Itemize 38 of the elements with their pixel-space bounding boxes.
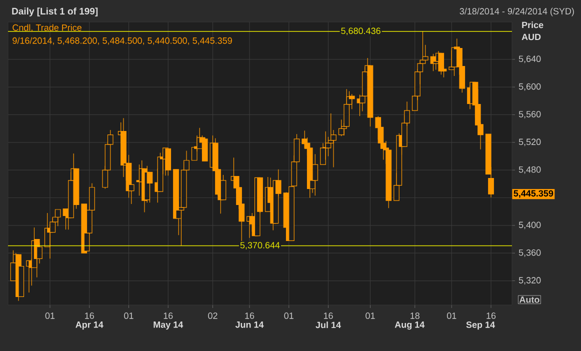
candlestick bbox=[348, 94, 355, 110]
candlestick bbox=[54, 209, 61, 226]
x-tick-label: 01 bbox=[446, 312, 456, 319]
x2-tick-label: Apr 14 bbox=[76, 322, 104, 330]
x-tick-label: 16 bbox=[245, 312, 254, 319]
annotation: Cndl, Trade Price bbox=[12, 24, 82, 32]
x2-tick-label: Jul 14 bbox=[316, 322, 341, 328]
y-tick-label: 5,520 bbox=[518, 138, 541, 146]
y-tick-label: 5,400 bbox=[518, 222, 541, 230]
x-tick-label: 01 bbox=[124, 312, 134, 319]
x-tick-label: 01 bbox=[366, 312, 375, 319]
annotation: 5,445.359 bbox=[514, 190, 554, 198]
annotation: 9/16/2014, 5,468.200, 5,484.500, 5,440.500, 5,445.359 bbox=[12, 37, 232, 45]
x-tick-label: 01 bbox=[45, 312, 55, 319]
y-tick-label: 5,560 bbox=[518, 110, 541, 118]
text: Auto bbox=[519, 296, 540, 303]
chart-title: Daily [List 1 of 199] bbox=[12, 8, 98, 16]
x2-tick-label: Jun 14 bbox=[235, 322, 264, 328]
y-axis-title: Price AUD bbox=[522, 22, 544, 40]
x-tick-label: 16 bbox=[324, 312, 333, 319]
y-tick-label: 5,640 bbox=[518, 56, 541, 64]
x2-tick-label: Sep 14 bbox=[466, 322, 495, 330]
x-tick-label: 18 bbox=[410, 312, 420, 319]
y-tick-label: 5,600 bbox=[518, 83, 541, 91]
candlestick bbox=[165, 148, 172, 176]
x2-tick-label: May 14 bbox=[154, 322, 184, 330]
y-tick-label: 5,360 bbox=[518, 249, 541, 257]
ref-line-label: 5,370.644 bbox=[240, 242, 280, 250]
y-tick-label: 5,320 bbox=[518, 277, 541, 284]
x-tick-label: 16 bbox=[164, 312, 173, 319]
x2-tick-label: Aug 14 bbox=[394, 322, 425, 330]
x-tick-label: 01 bbox=[284, 312, 294, 319]
ref-line-label: 5,680.436 bbox=[341, 28, 380, 36]
chart-subtitle: 3/18/2014 - 9/24/2014 (SYD) bbox=[460, 8, 574, 16]
x-tick-label: 16 bbox=[85, 312, 94, 319]
x-tick-label: 16 bbox=[486, 312, 496, 319]
x-tick-label: 02 bbox=[208, 312, 218, 319]
y-tick-label: 5,480 bbox=[518, 166, 541, 174]
